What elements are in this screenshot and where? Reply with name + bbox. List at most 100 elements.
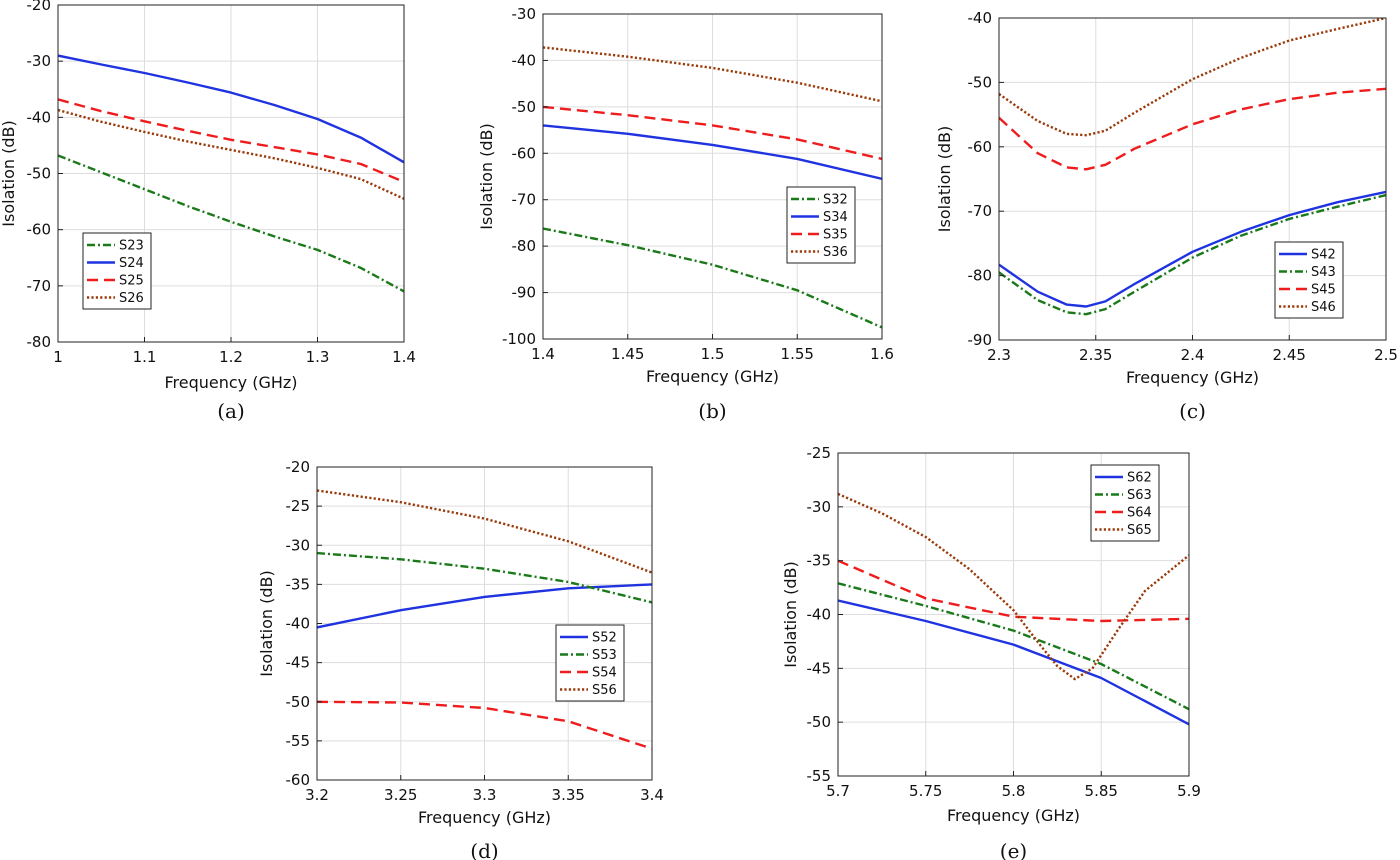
legend-label-s35: S35 xyxy=(823,228,848,243)
x-tick-label: 1.2 xyxy=(219,348,243,366)
legend-label-s32: S32 xyxy=(823,193,848,208)
chart-panel-a: 1 1.1 1.2 1.3 1.4 -20 -30 -40 -50 -60 -70 -80 Freque… xyxy=(0,0,416,423)
y-axis-label: Isolation (dB) xyxy=(781,561,800,667)
y-axis-label: Isolation (dB) xyxy=(477,123,496,229)
y-tick-label: -45 xyxy=(286,654,311,672)
y-tick-label: -30 xyxy=(286,536,311,554)
x-tick-label: 5.85 xyxy=(1085,782,1118,800)
y-axis-label: Isolation (dB) xyxy=(0,120,18,226)
x-axis-label: Frequency (GHz) xyxy=(164,373,297,392)
x-axis-label: Frequency (GHz) xyxy=(418,808,551,827)
x-tick-label: 1.55 xyxy=(781,345,814,363)
y-tick-label: -20 xyxy=(27,0,52,14)
y-tick-label: -100 xyxy=(502,330,536,348)
y-tick-label: -60 xyxy=(512,144,537,162)
x-tick-label: 1.4 xyxy=(531,345,555,363)
series-line-s65 xyxy=(838,492,1189,681)
x-tick-label: 1.1 xyxy=(133,348,157,366)
legend-label-s42: S42 xyxy=(1311,248,1336,263)
y-tick-label: -45 xyxy=(807,659,832,677)
legend-label-s56: S56 xyxy=(592,683,617,698)
series-line-s56 xyxy=(317,489,652,574)
x-tick-label: 1 xyxy=(53,348,63,366)
series-line-s26 xyxy=(58,108,404,200)
y-tick-label: -40 xyxy=(968,9,993,27)
legend-label-s63: S63 xyxy=(1127,488,1152,503)
y-tick-label: -50 xyxy=(968,73,993,91)
legend-label-s25: S25 xyxy=(119,274,144,289)
x-tick-label: 2.45 xyxy=(1273,346,1306,364)
y-tick-label: -30 xyxy=(512,5,537,23)
y-tick-label: -80 xyxy=(512,237,537,255)
y-tick-label: -50 xyxy=(27,165,52,183)
legend: S62 S63 S64 S65 xyxy=(1090,464,1160,542)
series-line-s62 xyxy=(838,599,1189,726)
x-tick-label: 2.4 xyxy=(1181,346,1205,364)
y-tick-label: -80 xyxy=(968,267,993,285)
y-tick-label: -25 xyxy=(807,444,832,462)
series-line-s24 xyxy=(58,54,404,164)
legend-label-s34: S34 xyxy=(823,210,848,225)
series-line-s63 xyxy=(838,582,1189,711)
legend-label-s45: S45 xyxy=(1311,283,1336,298)
legend-label-s24: S24 xyxy=(119,256,144,271)
legend-label-s43: S43 xyxy=(1311,265,1336,280)
series-line-s35 xyxy=(543,105,882,161)
chart-panel-c: 2.3 2.35 2.4 2.45 2.5 -40 -50 -60 -70 -80 -90 Frequ… xyxy=(935,9,1398,423)
series-line-s53 xyxy=(317,551,652,604)
x-tick-label: 3.4 xyxy=(640,786,664,804)
legend: S32 S34 S35 S36 xyxy=(786,186,856,264)
legend-label-s53: S53 xyxy=(592,648,617,663)
x-tick-label: 1.45 xyxy=(611,345,644,363)
y-tick-label: -60 xyxy=(968,138,993,156)
y-axis-label: Isolation (dB) xyxy=(257,570,276,676)
x-tick-label: 2.3 xyxy=(987,346,1011,364)
legend-label-s36: S36 xyxy=(823,245,848,260)
x-tick-label: 1.6 xyxy=(870,345,894,363)
x-tick-label: 3.2 xyxy=(305,786,329,804)
x-tick-label: 2.35 xyxy=(1079,346,1112,364)
y-tick-label: -40 xyxy=(27,108,52,126)
series-line-s52 xyxy=(317,583,652,629)
x-tick-label: 5.75 xyxy=(909,782,942,800)
x-tick-label: 2.5 xyxy=(1374,346,1398,364)
y-tick-label: -55 xyxy=(286,732,311,750)
y-tick-label: -35 xyxy=(286,575,311,593)
panel-label: (e) xyxy=(1000,839,1027,860)
series-line-s46 xyxy=(999,18,1386,137)
series-line-s45 xyxy=(999,87,1386,171)
x-axis-label: Frequency (GHz) xyxy=(1126,368,1259,387)
legend-label-s65: S65 xyxy=(1127,523,1152,538)
series-line-s54 xyxy=(317,700,652,750)
y-tick-label: -20 xyxy=(286,458,311,476)
y-axis-label: Isolation (dB) xyxy=(935,126,954,232)
series-line-s34 xyxy=(543,124,882,180)
legend: S42 S43 S45 S46 xyxy=(1274,241,1344,319)
legend: S23 S24 S25 S26 xyxy=(82,232,152,310)
chart-panel-b: 1.4 1.45 1.5 1.55 1.6 -30 -40 -50 -60 -70 -80 -90 -1… xyxy=(477,5,894,423)
x-tick-label: 3.25 xyxy=(384,786,417,804)
panel-label: (c) xyxy=(1179,399,1206,423)
y-tick-label: -70 xyxy=(968,202,993,220)
x-tick-label: 1.5 xyxy=(701,345,725,363)
legend-label-s52: S52 xyxy=(592,631,617,646)
series-line-s32 xyxy=(543,227,882,329)
series-line-s25 xyxy=(58,98,404,184)
legend-label-s64: S64 xyxy=(1127,506,1152,521)
y-tick-label: -30 xyxy=(27,52,52,70)
chart-panel-e: 5.7 5.75 5.8 5.85 5.9 -25 -30 -35 -40 -45 -50 -55 Fr… xyxy=(781,444,1201,860)
x-tick-label: 1.3 xyxy=(306,348,330,366)
y-tick-label: -40 xyxy=(807,606,832,624)
legend-label-s62: S62 xyxy=(1127,471,1152,486)
y-tick-label: -25 xyxy=(286,497,311,515)
y-tick-label: -90 xyxy=(968,331,993,349)
x-tick-label: 3.35 xyxy=(552,786,585,804)
y-tick-label: -90 xyxy=(512,284,537,302)
series-line-s43 xyxy=(999,193,1386,316)
y-tick-label: -60 xyxy=(27,221,52,239)
panel-label: (a) xyxy=(217,399,245,423)
legend-label-s23: S23 xyxy=(119,239,144,254)
panel-label: (b) xyxy=(698,399,726,423)
x-tick-label: 5.8 xyxy=(1002,782,1026,800)
